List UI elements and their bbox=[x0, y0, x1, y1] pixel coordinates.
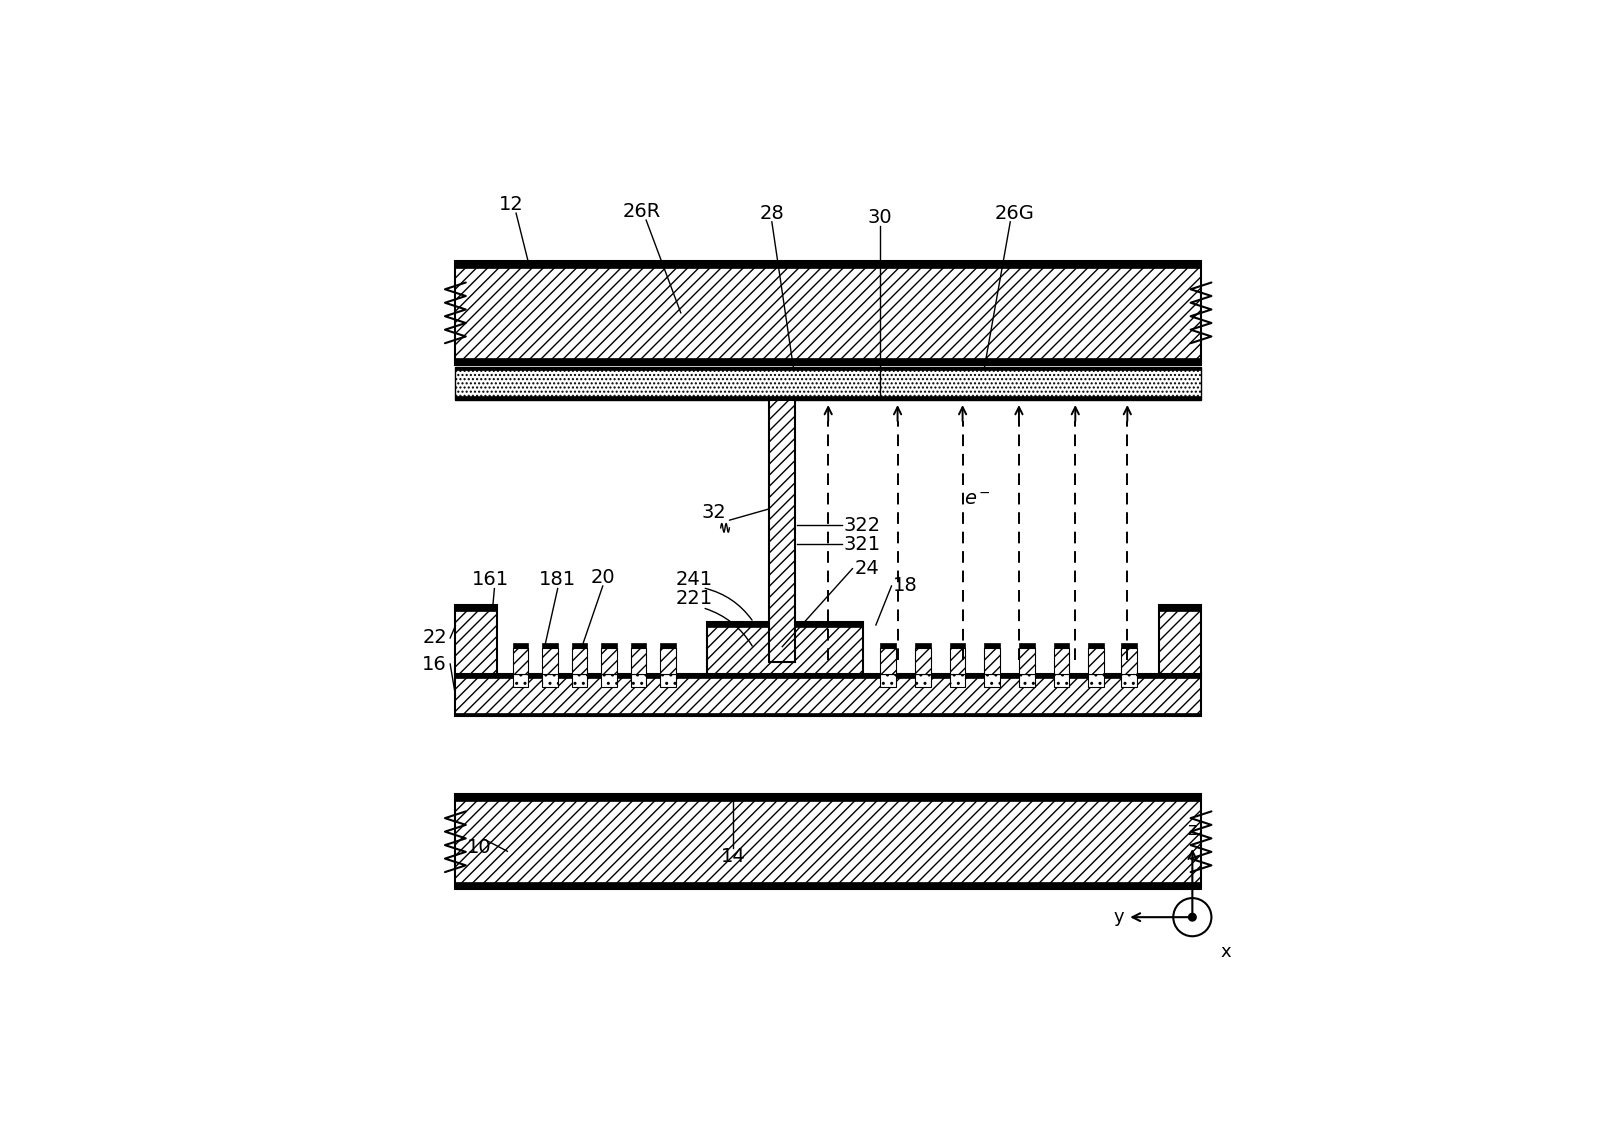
Text: 221: 221 bbox=[675, 590, 713, 608]
Bar bbox=[1122, 649, 1138, 674]
Bar bbox=[601, 643, 617, 649]
Text: 24: 24 bbox=[855, 560, 879, 578]
Text: 321: 321 bbox=[844, 535, 881, 554]
Bar bbox=[915, 649, 931, 674]
Bar bbox=[950, 649, 965, 674]
Bar bbox=[572, 649, 587, 674]
Bar bbox=[456, 794, 1201, 801]
Bar bbox=[1122, 643, 1138, 649]
Bar bbox=[630, 674, 646, 687]
Bar bbox=[881, 643, 895, 649]
Bar bbox=[456, 605, 498, 674]
Text: z: z bbox=[1188, 821, 1197, 839]
Text: 14: 14 bbox=[721, 847, 745, 866]
Bar bbox=[769, 401, 795, 662]
Bar bbox=[1088, 674, 1104, 687]
Text: 10: 10 bbox=[467, 839, 491, 857]
Text: 28: 28 bbox=[760, 204, 784, 223]
Text: 26G: 26G bbox=[995, 204, 1034, 223]
Bar bbox=[630, 649, 646, 674]
Bar bbox=[984, 674, 1000, 687]
Text: e$^-$: e$^-$ bbox=[963, 490, 991, 509]
Bar bbox=[456, 674, 1201, 716]
Bar bbox=[456, 713, 1201, 716]
Bar bbox=[456, 883, 1201, 890]
Bar bbox=[984, 643, 1000, 649]
Bar bbox=[456, 261, 1201, 268]
Bar bbox=[456, 794, 1201, 890]
Circle shape bbox=[1188, 913, 1196, 921]
Bar bbox=[881, 649, 895, 674]
Text: 20: 20 bbox=[590, 568, 616, 587]
Bar bbox=[706, 623, 863, 627]
Bar bbox=[1020, 674, 1034, 687]
Bar bbox=[601, 674, 617, 687]
Text: 12: 12 bbox=[499, 195, 524, 214]
Bar bbox=[541, 643, 558, 649]
Bar bbox=[659, 649, 675, 674]
Bar bbox=[1054, 649, 1070, 674]
Bar bbox=[630, 643, 646, 649]
Bar bbox=[1020, 643, 1034, 649]
Bar bbox=[512, 649, 528, 674]
Bar bbox=[706, 623, 863, 674]
Bar bbox=[1088, 649, 1104, 674]
Text: 30: 30 bbox=[868, 208, 892, 227]
Bar bbox=[1088, 643, 1104, 649]
Text: 241: 241 bbox=[675, 570, 713, 589]
Bar bbox=[456, 367, 1201, 370]
Bar bbox=[1159, 605, 1201, 611]
Bar bbox=[915, 643, 931, 649]
Text: 16: 16 bbox=[422, 654, 448, 673]
Bar bbox=[659, 674, 675, 687]
Bar bbox=[659, 643, 675, 649]
Bar bbox=[572, 674, 587, 687]
Bar bbox=[541, 649, 558, 674]
Bar bbox=[512, 643, 528, 649]
Bar bbox=[1054, 643, 1070, 649]
Text: 32: 32 bbox=[701, 503, 726, 521]
Bar bbox=[456, 605, 498, 611]
Bar bbox=[1054, 674, 1070, 687]
Text: 18: 18 bbox=[894, 577, 918, 596]
Text: 181: 181 bbox=[540, 571, 577, 589]
Text: 161: 161 bbox=[472, 571, 509, 589]
Bar bbox=[950, 674, 965, 687]
Bar bbox=[1020, 649, 1034, 674]
Bar bbox=[950, 643, 965, 649]
Bar bbox=[512, 674, 528, 687]
Text: y: y bbox=[1113, 909, 1125, 927]
Text: x: x bbox=[1220, 944, 1231, 962]
Text: 26R: 26R bbox=[622, 202, 661, 221]
Bar bbox=[1159, 605, 1201, 674]
Bar bbox=[456, 367, 1201, 400]
Bar bbox=[456, 358, 1201, 365]
Bar bbox=[984, 649, 1000, 674]
Bar bbox=[881, 674, 895, 687]
Bar bbox=[456, 396, 1201, 400]
Text: 322: 322 bbox=[844, 516, 881, 535]
Bar bbox=[601, 649, 617, 674]
Bar bbox=[572, 643, 587, 649]
Bar bbox=[541, 674, 558, 687]
Bar bbox=[456, 261, 1201, 365]
Bar bbox=[456, 674, 1201, 678]
Text: 22: 22 bbox=[422, 628, 448, 647]
Bar bbox=[1122, 674, 1138, 687]
Bar bbox=[915, 674, 931, 687]
